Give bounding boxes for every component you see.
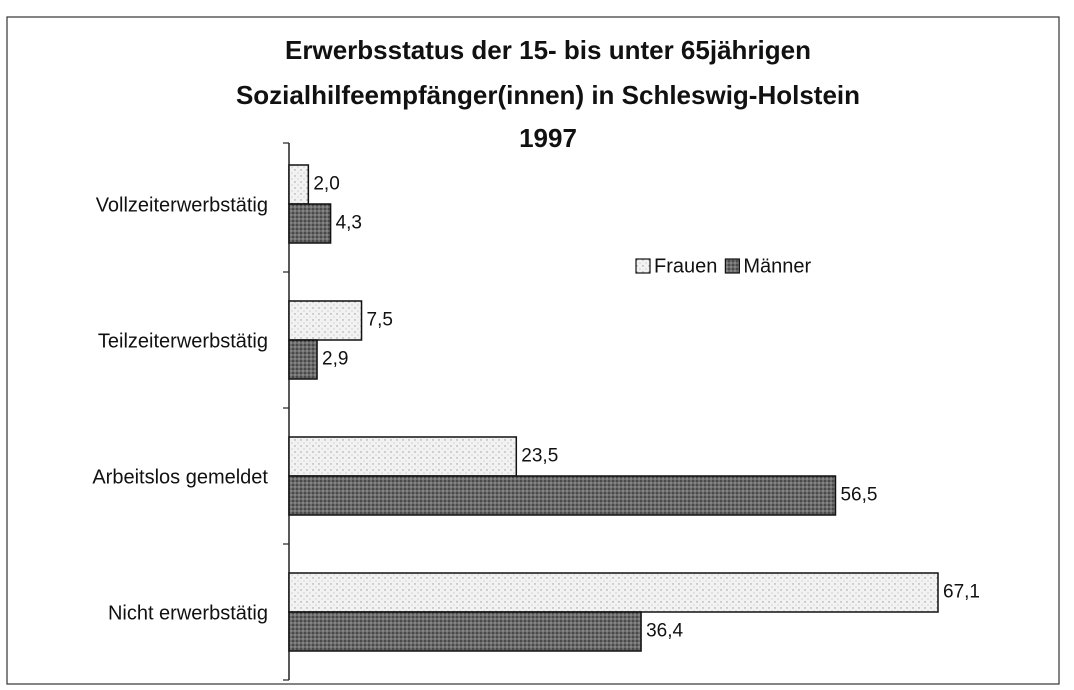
- value-label: 2,0: [313, 174, 339, 195]
- bar: [288, 572, 939, 613]
- value-label: 67,1: [943, 582, 980, 603]
- chart-title: 1997: [519, 123, 577, 153]
- bar: [288, 475, 837, 516]
- bar: [288, 611, 642, 652]
- value-label: 56,5: [840, 485, 877, 506]
- category-label: Vollzeiterwerbstätig: [96, 194, 268, 216]
- value-label: 36,4: [646, 621, 683, 642]
- value-label: 4,3: [336, 213, 362, 234]
- bar: [288, 339, 318, 380]
- bar: [288, 436, 518, 477]
- legend-swatch: [635, 258, 651, 274]
- value-label: 7,5: [367, 310, 393, 331]
- bar: [288, 203, 332, 244]
- legend-swatch: [724, 258, 740, 274]
- bar: [288, 300, 363, 341]
- chart-title: Erwerbsstatus der 15- bis unter 65jährig…: [285, 35, 811, 65]
- value-label: 23,5: [521, 446, 558, 467]
- bar: [288, 164, 310, 205]
- category-label: Arbeitslos gemeldet: [92, 466, 268, 488]
- category-label: Nicht erwerbstätig: [108, 602, 268, 624]
- value-label: 2,9: [322, 349, 348, 370]
- legend-label: Frauen: [654, 255, 717, 277]
- chart-title: Sozialhilfeempfänger(innen) in Schleswig…: [236, 80, 860, 110]
- legend-label: Männer: [743, 255, 811, 277]
- frame: [6, 16, 1060, 685]
- category-label: Teilzeiterwerbstätig: [98, 330, 268, 352]
